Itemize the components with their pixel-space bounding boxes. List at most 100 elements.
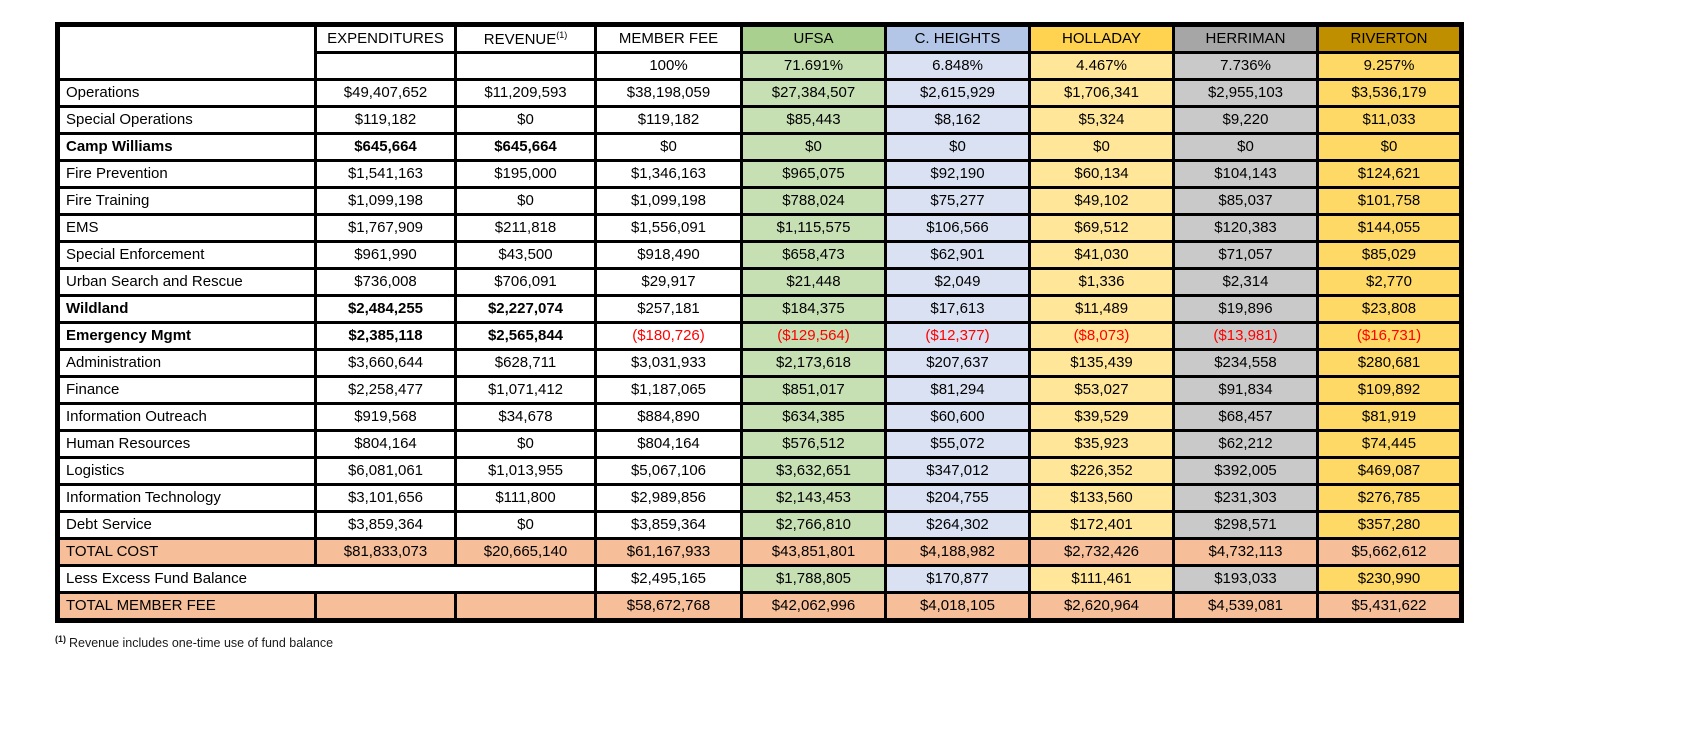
camp-williams-label: Camp Williams: [56, 132, 317, 162]
ems-member_fee: $1,556,091: [594, 213, 743, 243]
camp-williams-riverton: $0: [1316, 132, 1463, 162]
information-technology-holladay: $133,560: [1028, 483, 1175, 513]
ems-label: EMS: [56, 213, 317, 243]
logistics-ufsa: $3,632,651: [740, 456, 887, 486]
row-finance: Finance $2,258,477 $1,071,412 $1,187,065 $85…: [56, 375, 1463, 405]
total-cost-ufsa: $43,851,801: [740, 537, 887, 567]
percent-c_heights: 6.848%: [884, 51, 1031, 81]
special-operations-herriman: $9,220: [1172, 105, 1319, 135]
row-administration: Administration $3,660,644 $628,711 $3,031,9…: [56, 348, 1463, 378]
fire-training-ufsa: $788,024: [740, 186, 887, 216]
camp-williams-ufsa: $0: [740, 132, 887, 162]
special-enforcement-riverton: $85,029: [1316, 240, 1463, 270]
operations-expenditures: $49,407,652: [314, 78, 457, 108]
budget-allocation-page: EXPENDITURES REVENUE(1) MEMBER FEE UFSA C. H…: [55, 22, 1464, 651]
information-outreach-holladay: $39,529: [1028, 402, 1175, 432]
administration-herriman: $234,558: [1172, 348, 1319, 378]
logistics-c_heights: $347,012: [884, 456, 1031, 486]
operations-riverton: $3,536,179: [1316, 78, 1463, 108]
fire-prevention-herriman: $104,143: [1172, 159, 1319, 189]
emergency-mgmt-holladay: ($8,073): [1028, 321, 1175, 351]
less-excess-fund-balance-herriman: $193,033: [1172, 564, 1319, 594]
special-enforcement-herriman: $71,057: [1172, 240, 1319, 270]
finance-holladay: $53,027: [1028, 375, 1175, 405]
row-special-enforcement: Special Enforcement $961,990 $43,500 $918,4…: [56, 240, 1463, 270]
logistics-label: Logistics: [56, 456, 317, 486]
human-resources-expenditures: $804,164: [314, 429, 457, 459]
wildland-label: Wildland: [56, 294, 317, 324]
row-debt-service: Debt Service $3,859,364 $0 $3,859,364 $2,766…: [56, 510, 1463, 540]
information-technology-ufsa: $2,143,453: [740, 483, 887, 513]
debt-service-member_fee: $3,859,364: [594, 510, 743, 540]
header-revenue: REVENUE(1): [454, 23, 597, 54]
camp-williams-revenue: $645,664: [454, 132, 597, 162]
header-c_heights: C. HEIGHTS: [884, 23, 1031, 54]
camp-williams-herriman: $0: [1172, 132, 1319, 162]
camp-williams-c_heights: $0: [884, 132, 1031, 162]
total-member-fee-revenue: [454, 591, 597, 622]
information-technology-herriman: $231,303: [1172, 483, 1319, 513]
special-operations-revenue: $0: [454, 105, 597, 135]
percent-member_fee: 100%: [594, 51, 743, 81]
total-member-fee-holladay: $2,620,964: [1028, 591, 1175, 622]
fire-training-revenue: $0: [454, 186, 597, 216]
logistics-holladay: $226,352: [1028, 456, 1175, 486]
fire-training-c_heights: $75,277: [884, 186, 1031, 216]
special-operations-label: Special Operations: [56, 105, 317, 135]
fire-training-holladay: $49,102: [1028, 186, 1175, 216]
special-enforcement-revenue: $43,500: [454, 240, 597, 270]
information-technology-expenditures: $3,101,656: [314, 483, 457, 513]
header-herriman: HERRIMAN: [1172, 23, 1319, 54]
row-operations: Operations $49,407,652 $11,209,593 $38,198,…: [56, 78, 1463, 108]
fire-training-label: Fire Training: [56, 186, 317, 216]
ems-c_heights: $106,566: [884, 213, 1031, 243]
emergency-mgmt-ufsa: ($129,564): [740, 321, 887, 351]
logistics-herriman: $392,005: [1172, 456, 1319, 486]
information-outreach-member_fee: $884,890: [594, 402, 743, 432]
fire-prevention-revenue: $195,000: [454, 159, 597, 189]
special-enforcement-label: Special Enforcement: [56, 240, 317, 270]
wildland-revenue: $2,227,074: [454, 294, 597, 324]
debt-service-c_heights: $264,302: [884, 510, 1031, 540]
less-excess-fund-balance-riverton: $230,990: [1316, 564, 1463, 594]
percent-ufsa: 71.691%: [740, 51, 887, 81]
footnote-text: Revenue includes one-time use of fund ba…: [69, 636, 334, 651]
administration-expenditures: $3,660,644: [314, 348, 457, 378]
fire-prevention-ufsa: $965,075: [740, 159, 887, 189]
ems-holladay: $69,512: [1028, 213, 1175, 243]
fire-training-member_fee: $1,099,198: [594, 186, 743, 216]
information-technology-member_fee: $2,989,856: [594, 483, 743, 513]
total-member-fee-ufsa: $42,062,996: [740, 591, 887, 622]
administration-c_heights: $207,637: [884, 348, 1031, 378]
row-information-technology: Information Technology $3,101,656 $111,800…: [56, 483, 1463, 513]
special-enforcement-expenditures: $961,990: [314, 240, 457, 270]
finance-revenue: $1,071,412: [454, 375, 597, 405]
information-technology-revenue: $111,800: [454, 483, 597, 513]
information-outreach-riverton: $81,919: [1316, 402, 1463, 432]
less-excess-fund-balance-label: Less Excess Fund Balance: [56, 564, 597, 594]
total-cost-member_fee: $61,167,933: [594, 537, 743, 567]
percent-riverton: 9.257%: [1316, 51, 1463, 81]
debt-service-expenditures: $3,859,364: [314, 510, 457, 540]
budget-table-header: EXPENDITURES REVENUE(1) MEMBER FEE UFSA C. H…: [56, 23, 1463, 81]
debt-service-ufsa: $2,766,810: [740, 510, 887, 540]
human-resources-revenue: $0: [454, 429, 597, 459]
total-cost-expenditures: $81,833,073: [314, 537, 457, 567]
row-urban-search-and-rescue: Urban Search and Rescue $736,008 $706,091 $…: [56, 267, 1463, 297]
human-resources-ufsa: $576,512: [740, 429, 887, 459]
fire-prevention-member_fee: $1,346,163: [594, 159, 743, 189]
less-excess-fund-balance-member_fee: $2,495,165: [594, 564, 743, 594]
debt-service-riverton: $357,280: [1316, 510, 1463, 540]
total-member-fee-member_fee: $58,672,768: [594, 591, 743, 622]
budget-table-body: Operations $49,407,652 $11,209,593 $38,198,…: [56, 78, 1463, 622]
emergency-mgmt-herriman: ($13,981): [1172, 321, 1319, 351]
wildland-expenditures: $2,484,255: [314, 294, 457, 324]
fire-prevention-holladay: $60,134: [1028, 159, 1175, 189]
wildland-member_fee: $257,181: [594, 294, 743, 324]
header-expenditures: EXPENDITURES: [314, 23, 457, 54]
administration-riverton: $280,681: [1316, 348, 1463, 378]
finance-riverton: $109,892: [1316, 375, 1463, 405]
ems-ufsa: $1,115,575: [740, 213, 887, 243]
human-resources-label: Human Resources: [56, 429, 317, 459]
human-resources-herriman: $62,212: [1172, 429, 1319, 459]
